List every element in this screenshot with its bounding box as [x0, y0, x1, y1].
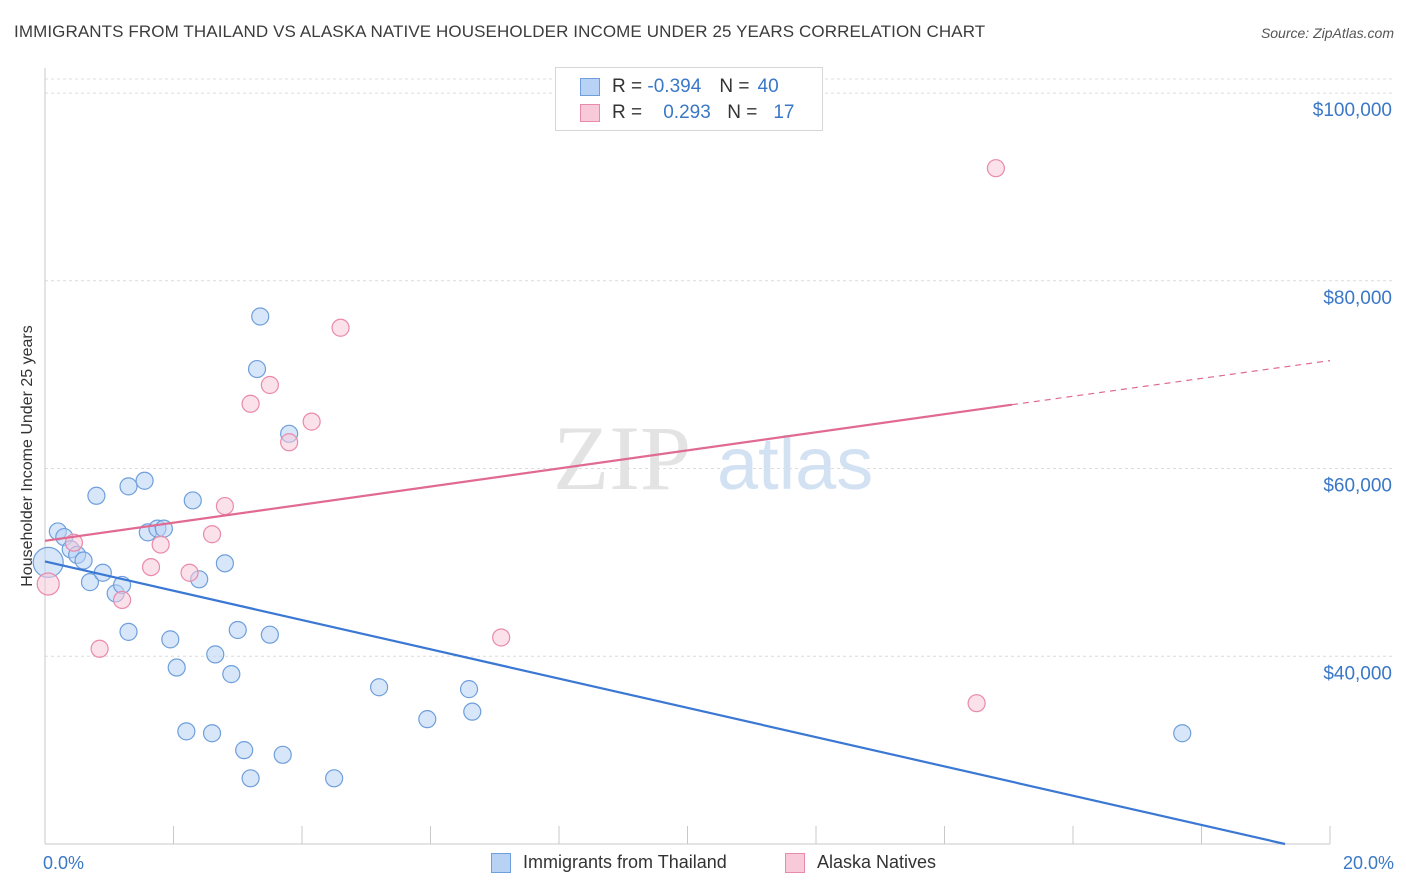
chart-title: IMMIGRANTS FROM THAILAND VS ALASKA NATIV… — [14, 22, 986, 41]
x-tick-label: 20.0% — [1343, 853, 1394, 873]
legend-r-label: R = — [612, 102, 643, 123]
data-point-alaska — [331, 318, 350, 337]
legend-r-value-alaska: 0.293 — [663, 102, 711, 123]
legend-label-alaska: Alaska Natives — [817, 852, 937, 872]
legend-item-thailand[interactable]: Immigrants from Thailand — [491, 852, 727, 873]
data-point-thailand — [202, 724, 222, 743]
data-point-thailand — [74, 551, 93, 570]
data-point-thailand — [80, 573, 100, 592]
data-point-alaska — [241, 394, 260, 413]
data-point-alaska — [302, 412, 321, 431]
data-point-alaska — [141, 557, 161, 577]
gridlines — [45, 78, 1394, 657]
y-tick-label: $80,000 — [1323, 288, 1392, 309]
data-point-thailand — [215, 554, 234, 573]
data-point-thailand — [222, 665, 241, 684]
legend-n-label: N = — [719, 76, 750, 97]
data-point-alaska — [215, 496, 234, 516]
legend-r-value-thailand: -0.394 — [647, 76, 702, 97]
tick-labels: $40,000 $60,000 $80,000 $100,000 0.0% 20.0% — [43, 100, 1394, 873]
data-point-alaska — [492, 628, 511, 647]
data-point-alaska — [90, 639, 109, 658]
data-point-alaska — [36, 572, 60, 596]
legend-r-label: R = — [612, 76, 643, 97]
data-point-thailand — [161, 630, 180, 649]
series-legend: Immigrants from Thailand Alaska Natives — [0, 852, 1406, 878]
legend-n-value-thailand: 40 — [757, 76, 779, 97]
data-point-thailand — [459, 680, 479, 699]
watermark-zip: ZIP — [553, 407, 691, 509]
legend-row-alaska: R = 0.293 N = 17 — [580, 101, 794, 125]
y-tick-label: $100,000 — [1313, 100, 1392, 121]
data-point-thailand — [1173, 724, 1192, 743]
data-point-thailand — [183, 491, 202, 510]
legend-swatch-thailand — [491, 852, 511, 873]
data-point-thailand — [119, 477, 138, 496]
legend-row-thailand: R = -0.394 N = 40 — [580, 75, 779, 99]
data-point-thailand — [251, 307, 270, 326]
trendlines — [44, 360, 1331, 846]
watermark: ZIP atlas — [553, 407, 873, 509]
data-point-thailand — [241, 769, 260, 788]
data-point-alaska — [202, 525, 222, 544]
data-point-thailand — [119, 622, 138, 641]
correlation-legend: R = -0.394 N = 40 R = 0.293 N = 17 — [555, 67, 823, 131]
data-point-thailand — [235, 741, 254, 760]
legend-swatch-alaska — [785, 852, 805, 873]
y-tick-label: $40,000 — [1323, 663, 1392, 684]
y-tick-label: $60,000 — [1323, 476, 1392, 497]
data-point-thailand — [273, 745, 292, 764]
legend-n-label: N = — [727, 102, 758, 123]
x-tick-label: 0.0% — [43, 853, 84, 873]
data-point-thailand — [247, 359, 267, 379]
trendline-thailand — [44, 560, 1286, 846]
data-point-thailand — [228, 620, 247, 640]
data-point-thailand — [370, 678, 389, 697]
trendline-extension-alaska — [1011, 360, 1331, 406]
data-point-thailand — [87, 486, 106, 505]
data-point-alaska — [967, 694, 986, 713]
legend-n-value-alaska: 17 — [773, 102, 795, 123]
data-point-alaska — [260, 375, 279, 395]
data-point-alaska — [986, 159, 1006, 178]
data-point-thailand — [463, 702, 482, 721]
data-point-thailand — [418, 710, 437, 729]
data-point-alaska — [280, 433, 299, 452]
data-point-alaska — [112, 590, 132, 610]
axes — [44, 68, 1331, 845]
legend-swatch-alaska — [580, 104, 600, 122]
data-point-alaska — [180, 563, 199, 582]
data-point-thailand — [325, 769, 344, 788]
data-point-thailand — [206, 645, 225, 664]
source-label: Source: ZipAtlas.com — [1260, 25, 1394, 41]
data-point-thailand — [177, 722, 196, 741]
trendline-alaska — [44, 403, 1013, 542]
data-point-thailand — [167, 658, 186, 677]
legend-label-thailand: Immigrants from Thailand — [523, 852, 727, 872]
legend-item-alaska[interactable]: Alaska Natives — [785, 852, 936, 873]
data-point-thailand — [135, 471, 154, 490]
data-point-alaska — [151, 535, 170, 554]
legend-swatch-thailand — [580, 78, 600, 96]
data-point-thailand — [260, 625, 279, 644]
